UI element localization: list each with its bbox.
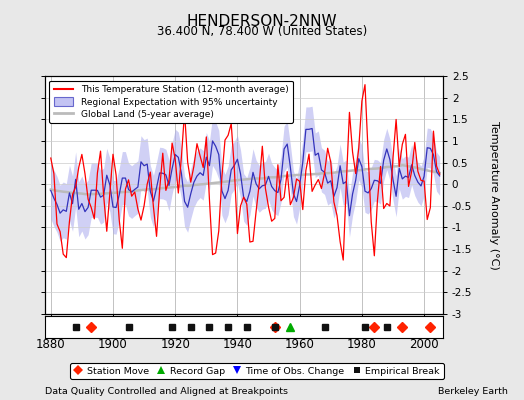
Text: 1900: 1900 <box>98 338 128 350</box>
Text: HENDERSON-2NNW: HENDERSON-2NNW <box>187 14 337 29</box>
Legend: Station Move, Record Gap, Time of Obs. Change, Empirical Break: Station Move, Record Gap, Time of Obs. C… <box>70 363 444 379</box>
Text: 1960: 1960 <box>285 338 314 350</box>
Text: 2000: 2000 <box>409 338 439 350</box>
Text: 1920: 1920 <box>160 338 190 350</box>
Text: 36.400 N, 78.400 W (United States): 36.400 N, 78.400 W (United States) <box>157 25 367 38</box>
Y-axis label: Temperature Anomaly (°C): Temperature Anomaly (°C) <box>489 121 499 269</box>
Text: 1980: 1980 <box>347 338 377 350</box>
Text: Data Quality Controlled and Aligned at Breakpoints: Data Quality Controlled and Aligned at B… <box>45 387 288 396</box>
Legend: This Temperature Station (12-month average), Regional Expectation with 95% uncer: This Temperature Station (12-month avera… <box>49 80 293 123</box>
Text: Berkeley Earth: Berkeley Earth <box>439 387 508 396</box>
Text: 1940: 1940 <box>223 338 253 350</box>
Text: 1880: 1880 <box>36 338 66 350</box>
